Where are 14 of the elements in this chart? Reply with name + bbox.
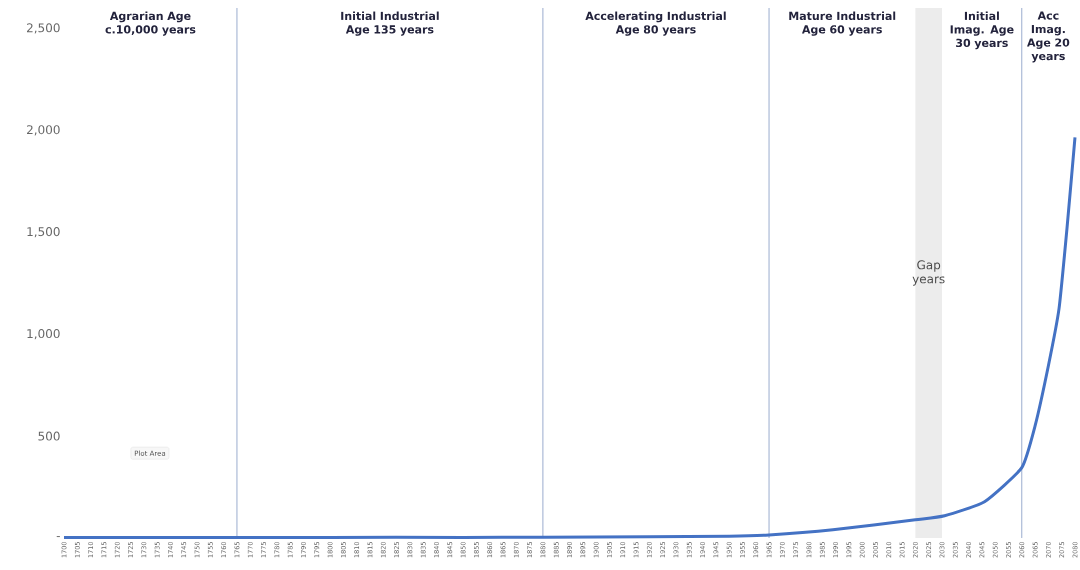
y-tick-label: 1,500: [27, 227, 60, 238]
annotation: Agrarian Age c.10,000 years: [105, 11, 196, 36]
y-tick-label: 2,000: [27, 125, 60, 136]
y-tick-label: 1,000: [27, 328, 60, 340]
y-tick-label: -: [56, 536, 60, 538]
annotation: Accelerating Industrial Age 80 years: [585, 11, 726, 36]
y-tick-label: 500: [38, 431, 60, 441]
y-tick-label: 2,500: [27, 23, 60, 34]
annotation: Initial Industrial Age 135 years: [341, 11, 439, 36]
annotation: Acc Imag. Age 20 years: [1027, 11, 1070, 63]
line-series: [62, 135, 1077, 540]
annotation: Initial Imag. Age 30 years: [950, 11, 1014, 50]
band-label: Gap years: [912, 260, 945, 286]
annotation: Mature Industrial Age 60 years: [789, 11, 896, 36]
